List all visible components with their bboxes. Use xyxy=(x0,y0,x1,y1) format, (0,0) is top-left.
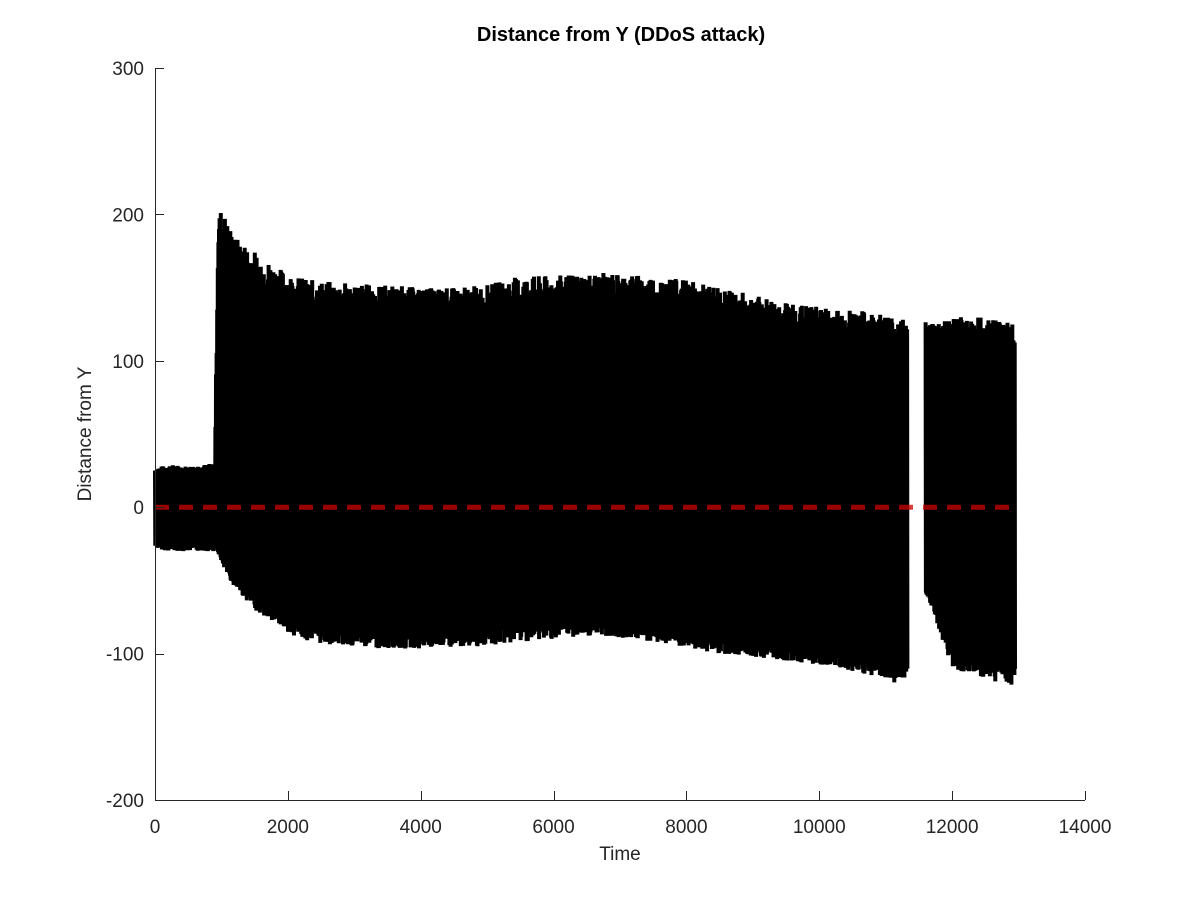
x-tick-label: 6000 xyxy=(532,817,574,838)
x-tick-label: 10000 xyxy=(793,817,846,838)
y-tick-label: 100 xyxy=(112,352,144,373)
plot-area xyxy=(153,212,1017,685)
chart-title: Distance from Y (DDoS attack) xyxy=(477,24,765,46)
x-tick-label: 2000 xyxy=(267,817,309,838)
x-tick-label: 4000 xyxy=(400,817,442,838)
y-tick-label: 300 xyxy=(112,59,144,80)
y-tick-label: -200 xyxy=(106,791,144,812)
y-tick-label: 200 xyxy=(112,205,144,226)
ticks: 0 2000 4000 6000 8000 10000 12000 14000-200-100… xyxy=(106,59,1111,838)
x-tick-label: 14000 xyxy=(1059,817,1112,838)
x-tick-label: 0 xyxy=(150,817,161,838)
y-tick-label: 0 xyxy=(133,498,144,519)
x-tick-label: 8000 xyxy=(665,817,707,838)
y-tick-label: -100 xyxy=(106,645,144,666)
axes xyxy=(155,68,1085,801)
x-axis-label: Time xyxy=(599,844,641,865)
x-tick-label: 12000 xyxy=(926,817,979,838)
signal-series-line xyxy=(153,212,1017,685)
y-axis-label: Distance from Y xyxy=(75,366,96,501)
